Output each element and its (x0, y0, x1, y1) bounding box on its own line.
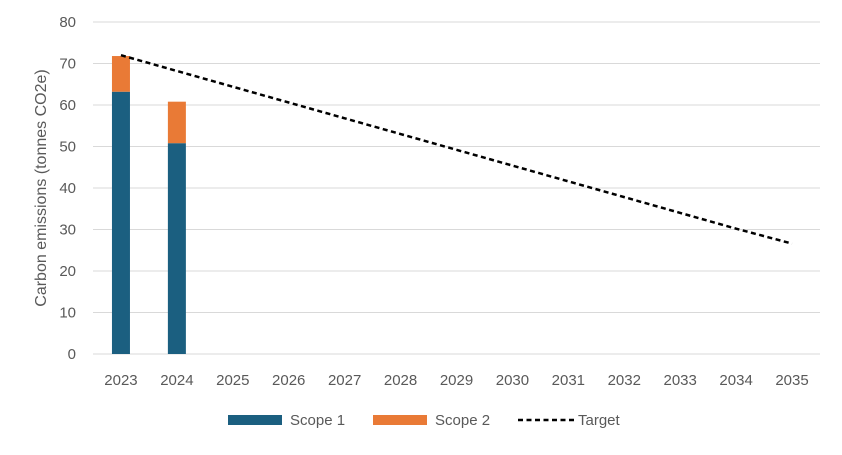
legend-swatch-scope-1 (228, 415, 282, 425)
bars (111, 56, 186, 354)
x-tick-label: 2034 (719, 372, 752, 389)
x-tick-label: 2028 (384, 372, 417, 389)
y-tick-label: 20 (59, 263, 76, 280)
x-tick-label: 2035 (775, 372, 808, 389)
y-tick-label: 0 (68, 346, 76, 363)
bar-scope-2-2024 (167, 101, 186, 144)
legend: Scope 1 Scope 2 Target (228, 412, 621, 429)
target-line (120, 53, 793, 245)
x-tick-label: 2032 (608, 372, 641, 389)
y-tick-label: 80 (59, 14, 76, 31)
x-tick-label: 2033 (664, 372, 697, 389)
x-tick-label: 2030 (496, 372, 529, 389)
legend-label-target: Target (578, 412, 621, 429)
y-tick-label: 50 (59, 139, 76, 156)
y-tick-label: 70 (59, 56, 76, 73)
x-tick-label: 2023 (104, 372, 137, 389)
target-line-layer (120, 53, 793, 245)
y-tick-label: 40 (59, 180, 76, 197)
bar-scope-2-2023 (111, 56, 130, 92)
legend-label-scope-1: Scope 1 (290, 412, 345, 429)
legend-swatch-scope-2 (373, 415, 427, 425)
y-axis-label: Carbon emissions (tonnes CO2e) (33, 69, 50, 306)
x-tick-label: 2031 (552, 372, 585, 389)
gridlines (93, 21, 820, 355)
x-tick-label: 2029 (440, 372, 473, 389)
y-tick-label: 30 (59, 222, 76, 239)
legend-label-scope-2: Scope 2 (435, 412, 490, 429)
y-axis-ticks: 0 10 20 30 40 50 60 70 80 (59, 14, 76, 363)
x-tick-label: 2024 (160, 372, 193, 389)
bar-scope-1-2023 (111, 91, 130, 354)
y-tick-label: 10 (59, 305, 76, 322)
x-tick-label: 2025 (216, 372, 249, 389)
bar-scope-1-2024 (167, 143, 186, 354)
y-tick-label: 60 (59, 97, 76, 114)
x-axis-ticks: 2023 2024 2025 2026 2027 2028 2029 2030 2031 2032… (104, 372, 808, 389)
x-tick-label: 2026 (272, 372, 305, 389)
x-tick-label: 2027 (328, 372, 361, 389)
